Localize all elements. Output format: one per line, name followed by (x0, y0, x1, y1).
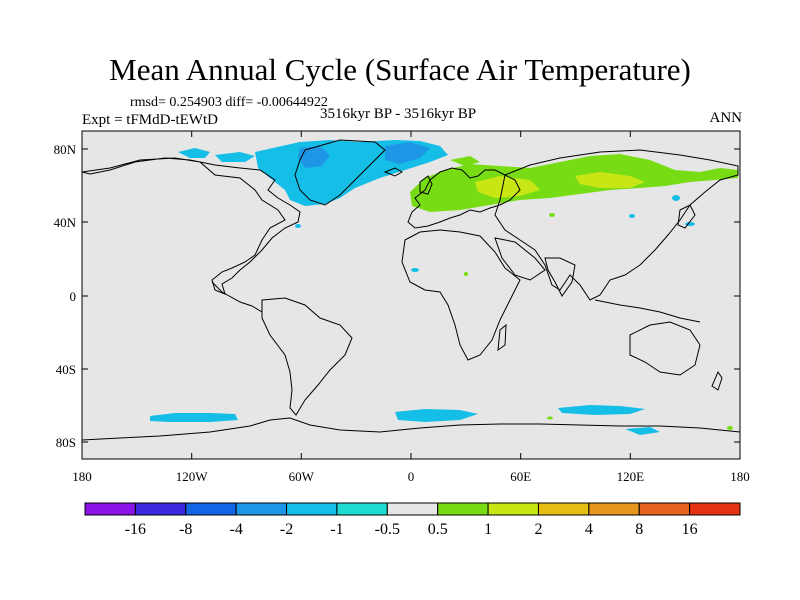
colorbar-box (437, 502, 489, 516)
coast-antarctica (81, 417, 741, 441)
coast-greenland (294, 139, 386, 206)
warm-anomaly-eurasia (410, 154, 738, 212)
warm-patch-south (547, 416, 553, 420)
colorbar-label: 1 (484, 521, 492, 538)
cool-anomaly-south-atlantic (395, 409, 478, 422)
colorbar-label: 16 (682, 521, 698, 538)
colorbar-box (689, 502, 741, 516)
colorbar-box (185, 502, 237, 516)
lon-label: 120E (617, 469, 645, 484)
cool-patch-asia-2 (629, 214, 635, 218)
cool-anomaly-south-pacific (150, 413, 238, 422)
coast-japan (677, 204, 696, 229)
experiment-label: Expt = tFMdD-tEWtD (82, 112, 218, 128)
coast-arabia (494, 237, 546, 281)
period-label: 3516kyr BP - 3516kyr BP (320, 106, 477, 122)
coast-madagascar (497, 323, 507, 352)
colorbar-label: 0.5 (428, 521, 448, 538)
coast-central-america (211, 281, 263, 313)
colorbar-box (386, 502, 439, 516)
warmer-anomaly-siberia (575, 172, 645, 188)
lat-label: 80N (54, 142, 77, 157)
coast-south-america (261, 297, 353, 416)
cool-patch-atlantic (295, 224, 301, 228)
colorbar-label: -8 (179, 521, 192, 538)
colorbar-box (235, 502, 288, 516)
anomaly-shading (150, 140, 738, 435)
warm-anomaly-barents (450, 156, 480, 166)
cooler-anomaly-greenland (298, 146, 330, 168)
lon-label: 0 (408, 469, 415, 484)
coast-africa (401, 229, 521, 361)
colorbar-label: -4 (229, 521, 242, 538)
lon-label: 120W (176, 469, 209, 484)
cool-anomaly-ross (625, 427, 660, 435)
colorbar-box (537, 502, 590, 516)
coast-india (544, 257, 576, 297)
coast-indonesia (594, 299, 701, 323)
warm-patch-asia (549, 213, 555, 217)
colorbar-box (336, 502, 388, 516)
colorbar-label: -1 (330, 521, 343, 538)
colorbar-label: -2 (280, 521, 293, 538)
colorbar-box (286, 502, 338, 516)
colorbar-label: -16 (125, 521, 146, 538)
colorbar-boxes (84, 502, 741, 516)
coast-newzealand (711, 370, 723, 391)
warmer-anomaly-scandinavia (475, 176, 540, 198)
lat-label: 40N (54, 215, 77, 230)
tick-marks (81, 131, 741, 459)
season-label: ANN (709, 110, 743, 126)
lat-label: 0 (70, 289, 77, 304)
colorbar-label: 8 (635, 521, 643, 538)
lat-label: 40S (56, 362, 76, 377)
colorbar-labels: -16 -8 -4 -2 -1 -0.5 0.5 1 2 4 8 16 (125, 521, 698, 538)
lat-label: 80S (56, 435, 76, 450)
coast-iceland (383, 167, 404, 177)
stats-label: rmsd= 0.254903 diff= -0.00644922 (130, 95, 328, 110)
coast-north-america (81, 157, 301, 295)
lon-label: 180 (72, 469, 92, 484)
colorbar-box (84, 502, 136, 516)
coastlines (81, 139, 741, 441)
cool-patch-asia (672, 195, 680, 201)
colorbar-box (588, 502, 640, 516)
latitude-labels: 80N 40N 0 40S 80S (54, 142, 77, 450)
cool-anomaly-arctic (178, 148, 210, 158)
cooler-anomaly-iceland (385, 142, 430, 164)
lon-label: 180 (730, 469, 750, 484)
longitude-labels: 180 120W 60W 0 60E 120E 180 (72, 469, 750, 484)
coast-uk (419, 175, 433, 195)
cool-anomaly-arctic-2 (215, 152, 255, 162)
colorbar-box (638, 502, 691, 516)
colorbar-box (487, 502, 539, 516)
warm-patch-africa (464, 272, 468, 276)
coast-australia (629, 321, 701, 376)
page-title: Mean Annual Cycle (Surface Air Temperatu… (109, 52, 691, 87)
cool-patch-africa (411, 268, 419, 272)
cool-anomaly-south-indian (558, 405, 645, 415)
warm-patch-south-2 (727, 426, 733, 430)
lon-label: 60W (289, 469, 315, 484)
colorbar-label: 4 (585, 521, 593, 538)
lon-label: 60E (510, 469, 531, 484)
colorbar-label: -0.5 (375, 521, 400, 538)
colorbar-label: 2 (534, 521, 542, 538)
colorbar-box (134, 502, 187, 516)
coast-asia (494, 149, 739, 301)
